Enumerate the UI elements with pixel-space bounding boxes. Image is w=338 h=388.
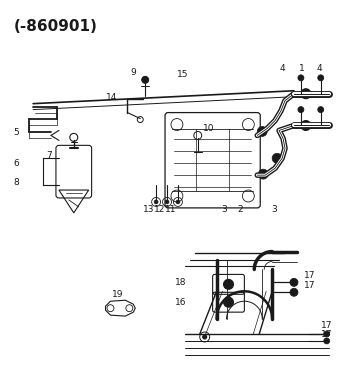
Text: 10: 10 (203, 124, 214, 133)
Circle shape (142, 76, 149, 83)
Circle shape (301, 121, 311, 130)
Circle shape (165, 200, 169, 204)
Text: 1: 1 (299, 64, 305, 73)
Circle shape (272, 153, 282, 163)
Text: (-860901): (-860901) (13, 19, 97, 34)
Text: 9: 9 (130, 68, 136, 77)
Text: 15: 15 (177, 70, 188, 80)
Circle shape (318, 75, 324, 81)
Circle shape (324, 338, 330, 344)
Circle shape (154, 200, 158, 204)
Text: 5: 5 (13, 128, 19, 137)
Text: 17: 17 (304, 271, 315, 280)
Text: 7: 7 (46, 151, 52, 160)
Circle shape (176, 200, 180, 204)
Text: 17: 17 (321, 331, 332, 340)
Circle shape (203, 335, 207, 339)
Text: 6: 6 (13, 159, 19, 168)
Text: 11: 11 (165, 205, 176, 215)
Text: 19: 19 (112, 290, 123, 299)
Text: 8: 8 (13, 178, 19, 187)
Circle shape (258, 169, 268, 179)
Circle shape (324, 331, 330, 337)
Text: 2: 2 (237, 205, 243, 215)
Text: 13: 13 (143, 205, 155, 215)
Text: 3: 3 (271, 205, 277, 215)
Circle shape (223, 297, 234, 307)
Circle shape (290, 279, 298, 286)
Text: 18: 18 (175, 278, 187, 287)
Text: 12: 12 (154, 205, 166, 215)
Circle shape (298, 107, 304, 113)
Circle shape (257, 126, 267, 137)
Text: 4: 4 (279, 64, 285, 73)
Text: 17: 17 (321, 320, 332, 329)
Text: 4: 4 (317, 64, 322, 73)
Circle shape (290, 288, 298, 296)
Text: 14: 14 (105, 93, 117, 102)
Text: 3: 3 (222, 205, 227, 215)
Circle shape (223, 279, 234, 289)
Text: 16: 16 (175, 298, 187, 307)
Circle shape (298, 75, 304, 81)
Circle shape (301, 89, 311, 99)
Circle shape (318, 107, 324, 113)
Text: 17: 17 (304, 281, 315, 290)
